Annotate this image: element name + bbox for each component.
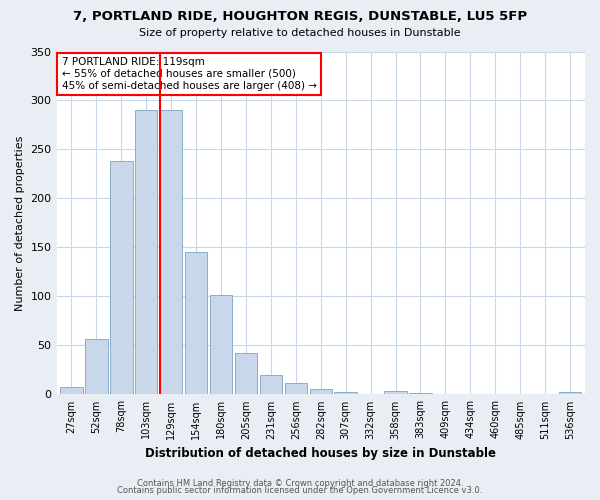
- Bar: [385, 392, 407, 394]
- Bar: [185, 252, 208, 394]
- Bar: [60, 386, 83, 394]
- Text: Contains HM Land Registry data © Crown copyright and database right 2024.: Contains HM Land Registry data © Crown c…: [137, 478, 463, 488]
- X-axis label: Distribution of detached houses by size in Dunstable: Distribution of detached houses by size …: [145, 447, 496, 460]
- Bar: [310, 388, 332, 394]
- Bar: [210, 296, 232, 394]
- Text: 7, PORTLAND RIDE, HOUGHTON REGIS, DUNSTABLE, LU5 5FP: 7, PORTLAND RIDE, HOUGHTON REGIS, DUNSTA…: [73, 10, 527, 23]
- Bar: [235, 354, 257, 395]
- Text: Contains public sector information licensed under the Open Government Licence v3: Contains public sector information licen…: [118, 486, 482, 495]
- Bar: [110, 161, 133, 394]
- Bar: [334, 392, 357, 394]
- Bar: [160, 110, 182, 395]
- Bar: [135, 110, 157, 395]
- Text: 7 PORTLAND RIDE: 119sqm
← 55% of detached houses are smaller (500)
45% of semi-d: 7 PORTLAND RIDE: 119sqm ← 55% of detache…: [62, 58, 317, 90]
- Bar: [85, 338, 107, 394]
- Bar: [260, 375, 282, 394]
- Text: Size of property relative to detached houses in Dunstable: Size of property relative to detached ho…: [139, 28, 461, 38]
- Bar: [559, 392, 581, 394]
- Bar: [284, 382, 307, 394]
- Y-axis label: Number of detached properties: Number of detached properties: [15, 136, 25, 310]
